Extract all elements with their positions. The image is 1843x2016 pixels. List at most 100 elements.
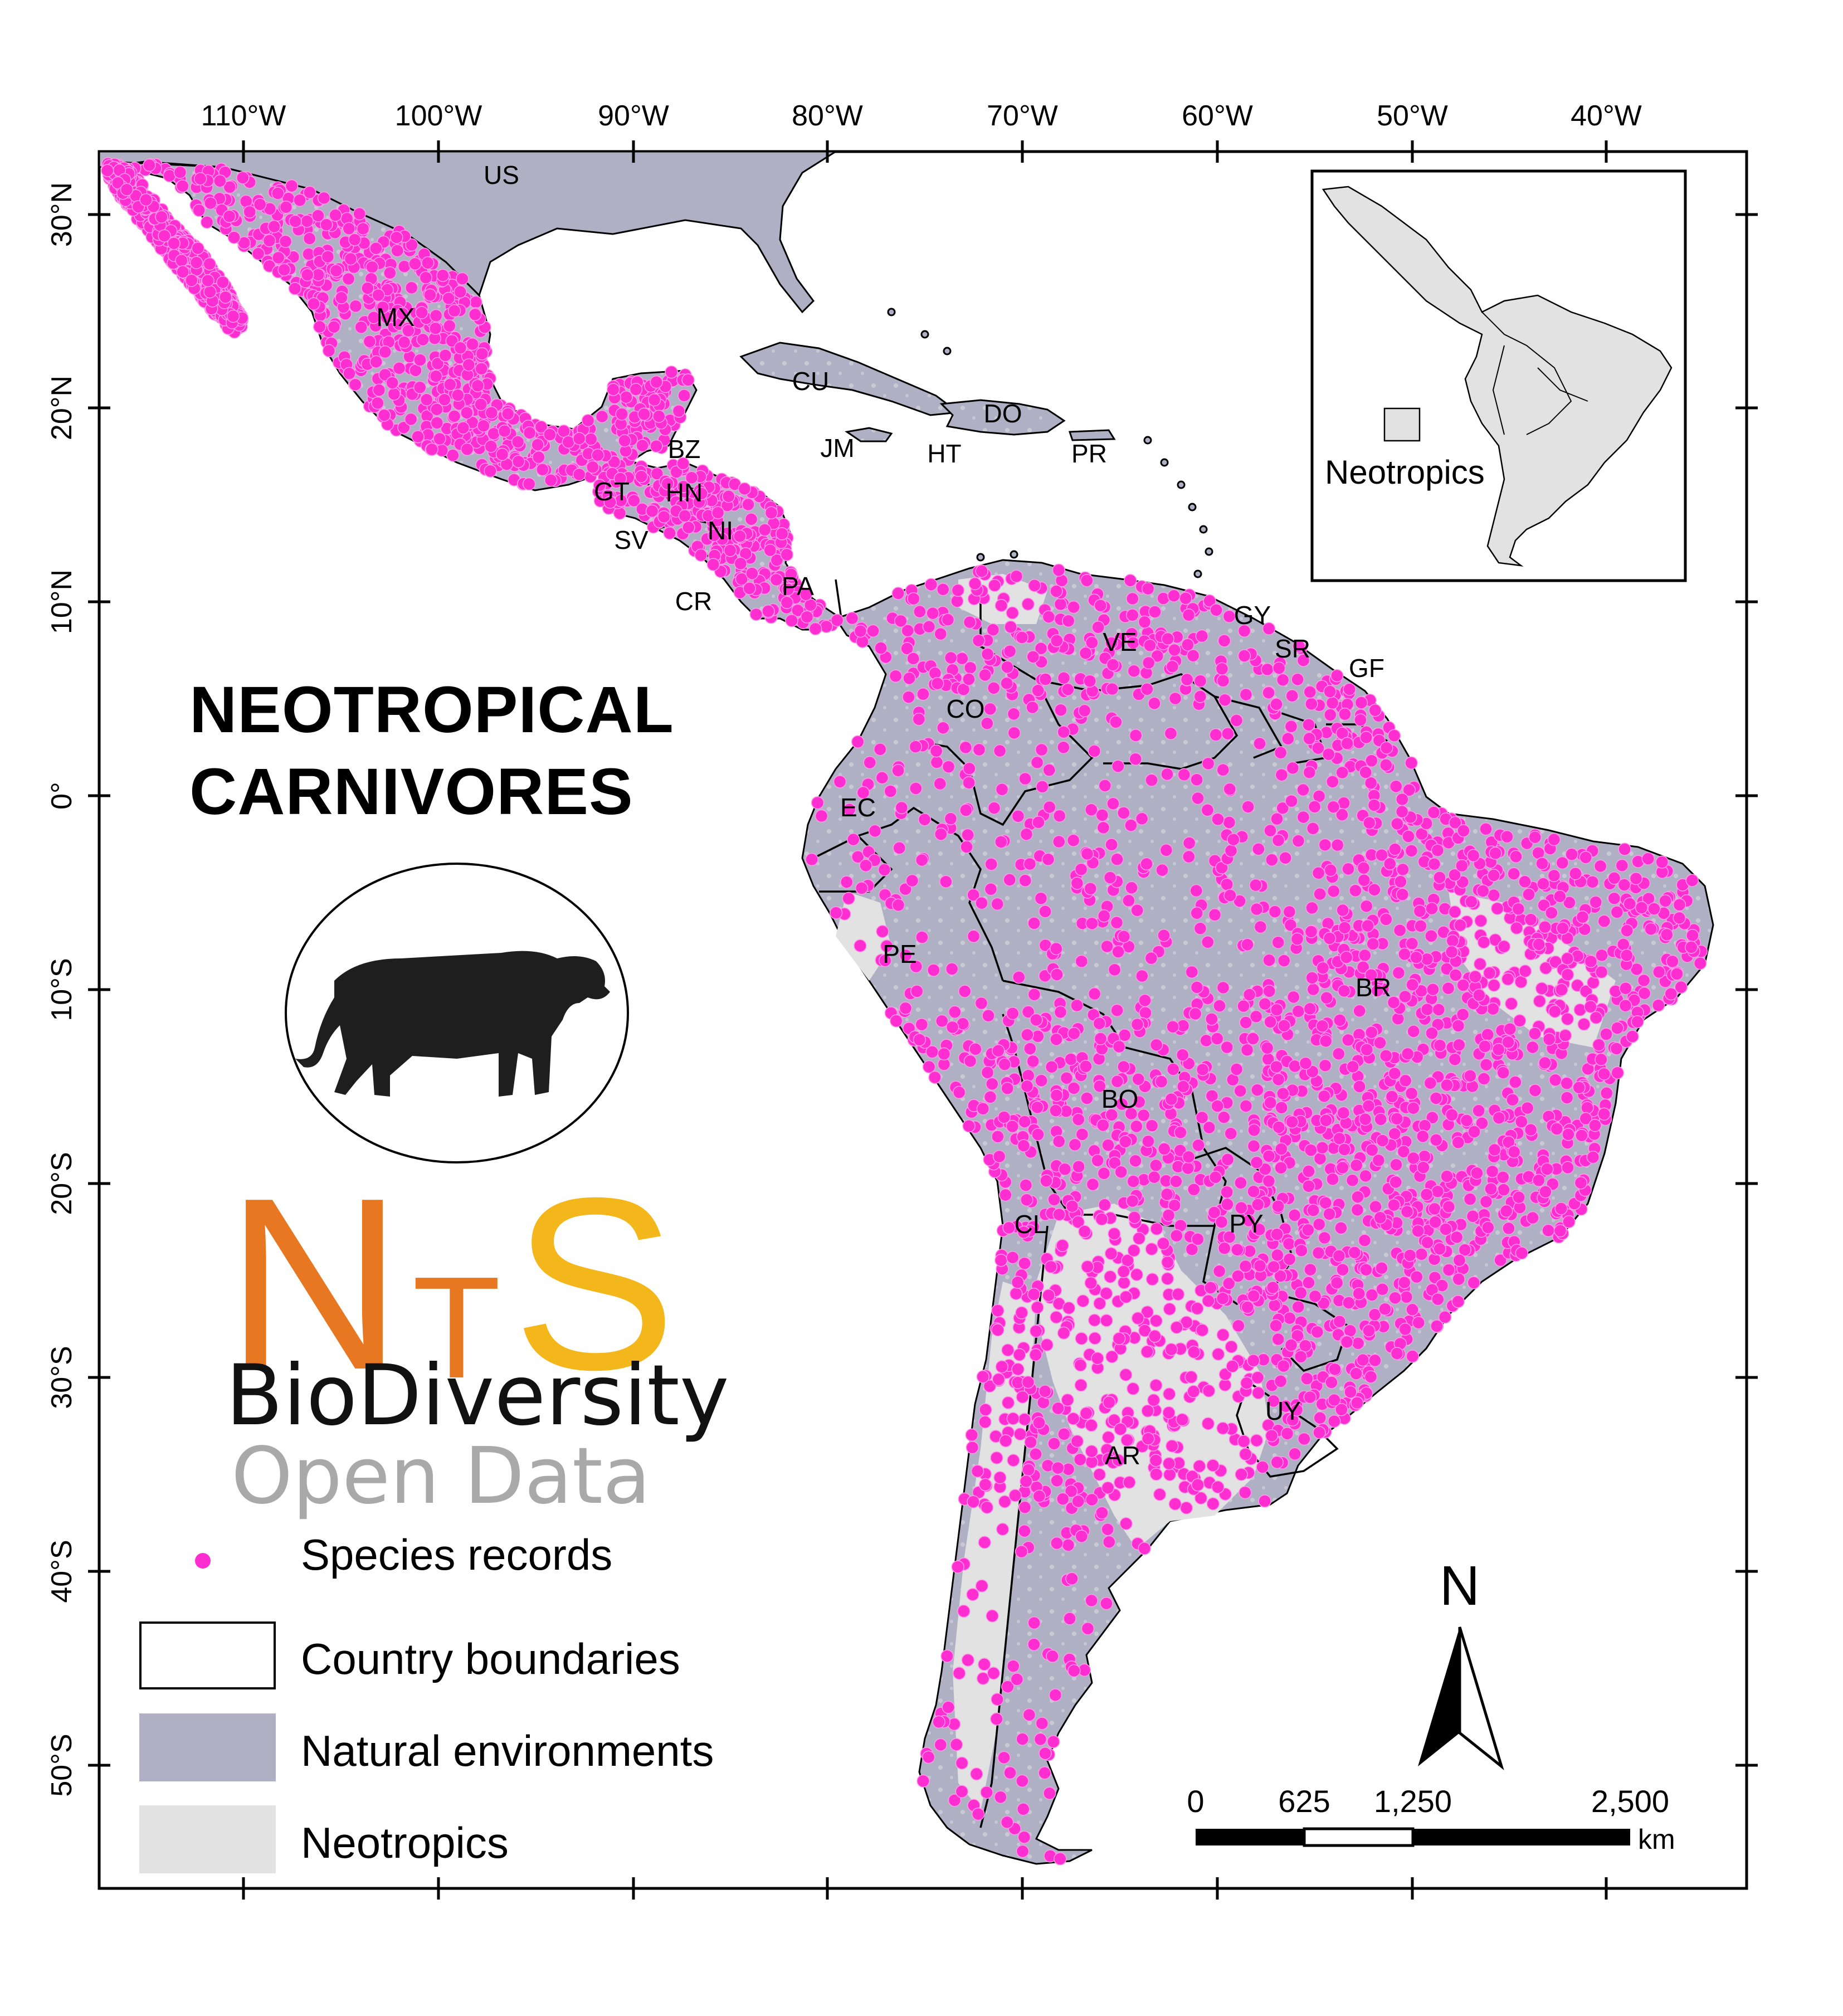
species-record-dot: [1478, 1040, 1491, 1053]
species-record-dot: [1040, 1174, 1053, 1187]
legend-label-natural-environments: Natural environments: [301, 1726, 714, 1775]
species-record-dot: [1385, 1090, 1399, 1103]
species-record-dot: [1160, 1187, 1174, 1201]
species-record-dot: [293, 193, 306, 207]
species-record-dot: [1368, 883, 1381, 897]
species-record-dot: [1425, 902, 1439, 916]
species-record-dot: [975, 1579, 989, 1593]
species-record-dot: [1323, 708, 1337, 722]
species-record-dot: [1077, 704, 1091, 718]
species-record-dot: [307, 297, 320, 311]
species-record-dot: [1029, 1348, 1042, 1362]
species-record-dot: [1026, 700, 1039, 714]
species-record-dot: [1368, 1353, 1382, 1367]
species-record-dot: [1593, 859, 1607, 873]
species-record-dot: [936, 582, 950, 596]
species-record-dot: [1054, 703, 1067, 717]
species-record-dot: [1006, 1250, 1020, 1264]
species-record-dot: [1167, 589, 1181, 602]
species-record-dot: [1012, 971, 1026, 984]
species-record-dot: [1026, 1054, 1040, 1068]
species-record-dot: [1215, 1215, 1228, 1229]
country-label-mx: MX: [377, 303, 415, 332]
species-record-dot: [203, 285, 217, 299]
species-record-dot: [1262, 1149, 1276, 1163]
species-record-dot: [1079, 646, 1093, 660]
country-label-gf: GF: [1349, 654, 1384, 683]
species-record-dot: [1021, 1375, 1035, 1389]
species-record-dot: [1270, 1003, 1284, 1016]
species-record-dot: [959, 741, 972, 754]
country-label-do: DO: [984, 399, 1022, 428]
species-record-dot: [694, 548, 708, 562]
species-record-dot: [1360, 1043, 1373, 1056]
species-record-dot: [1274, 1375, 1288, 1388]
species-record-dot: [1515, 1246, 1529, 1260]
species-record-dot: [1179, 1501, 1193, 1515]
species-record-dot: [1164, 1342, 1178, 1356]
species-record-dot: [1418, 1150, 1431, 1163]
species-record-dot: [952, 1667, 966, 1680]
species-record-dot: [978, 1415, 992, 1429]
species-record-dot: [1338, 921, 1352, 934]
species-record-dot: [1181, 638, 1194, 651]
species-record-dot: [1065, 1572, 1079, 1585]
species-record-dot: [1655, 855, 1669, 869]
species-record-dot: [1103, 871, 1117, 884]
species-record-dot: [1290, 932, 1304, 946]
species-record-dot: [1062, 1301, 1076, 1315]
species-record-dot: [1335, 766, 1349, 780]
species-record-dot: [1050, 634, 1064, 647]
species-record-dot: [912, 713, 926, 726]
species-record-dot: [1456, 1007, 1470, 1021]
species-record-dot: [891, 587, 905, 600]
species-record-dot: [1038, 1746, 1052, 1760]
species-record-dot: [1223, 782, 1236, 796]
species-record-dot: [1322, 747, 1335, 761]
species-record-dot: [288, 282, 302, 295]
species-record-dot: [1093, 1468, 1106, 1481]
species-record-dot: [903, 671, 916, 685]
species-record-dot: [657, 510, 671, 524]
species-record-dot: [1319, 1034, 1333, 1048]
species-record-dot: [1169, 1229, 1183, 1243]
species-record-dot: [929, 744, 943, 758]
species-record-dot: [1445, 945, 1459, 959]
species-record-dot: [1035, 743, 1049, 757]
species-record-dot: [1202, 1384, 1216, 1397]
species-record-dot: [1452, 1254, 1466, 1267]
species-record-dot: [1315, 1019, 1329, 1033]
species-record-dot: [1454, 918, 1467, 932]
species-record-dot: [1342, 862, 1355, 876]
species-record-dot: [873, 743, 887, 756]
species-record-dot: [175, 254, 188, 267]
species-record-dot: [1590, 1011, 1603, 1025]
species-record-dot: [1252, 842, 1265, 856]
species-record-dot: [1328, 1393, 1341, 1407]
species-record-dot: [1489, 846, 1502, 860]
country-label-jm: JM: [820, 434, 854, 462]
species-record-dot: [557, 424, 571, 438]
species-record-dot: [1337, 984, 1351, 998]
species-record-dot: [213, 174, 227, 188]
species-record-dot: [963, 762, 976, 775]
species-record-dot: [769, 573, 783, 587]
species-record-dot: [1001, 660, 1014, 674]
species-record-dot: [1618, 843, 1631, 856]
species-record-dot: [1112, 1040, 1126, 1054]
country-label-ni: NI: [708, 516, 733, 545]
lat-label: 0°: [46, 782, 78, 810]
species-record-dot: [203, 257, 216, 271]
species-record-dot: [1225, 1340, 1238, 1353]
lon-label: 60°W: [1182, 100, 1253, 132]
species-records-layer: [101, 157, 1708, 1866]
species-record-dot: [1239, 1447, 1252, 1461]
species-record-dot: [1586, 875, 1600, 889]
species-record-dot: [1473, 957, 1487, 971]
species-record-dot: [820, 620, 833, 634]
species-record-dot: [972, 1807, 985, 1821]
species-record-dot: [1101, 1522, 1114, 1536]
species-record-dot: [387, 387, 401, 401]
species-record-dot: [227, 231, 241, 244]
species-record-dot: [1428, 1215, 1442, 1229]
